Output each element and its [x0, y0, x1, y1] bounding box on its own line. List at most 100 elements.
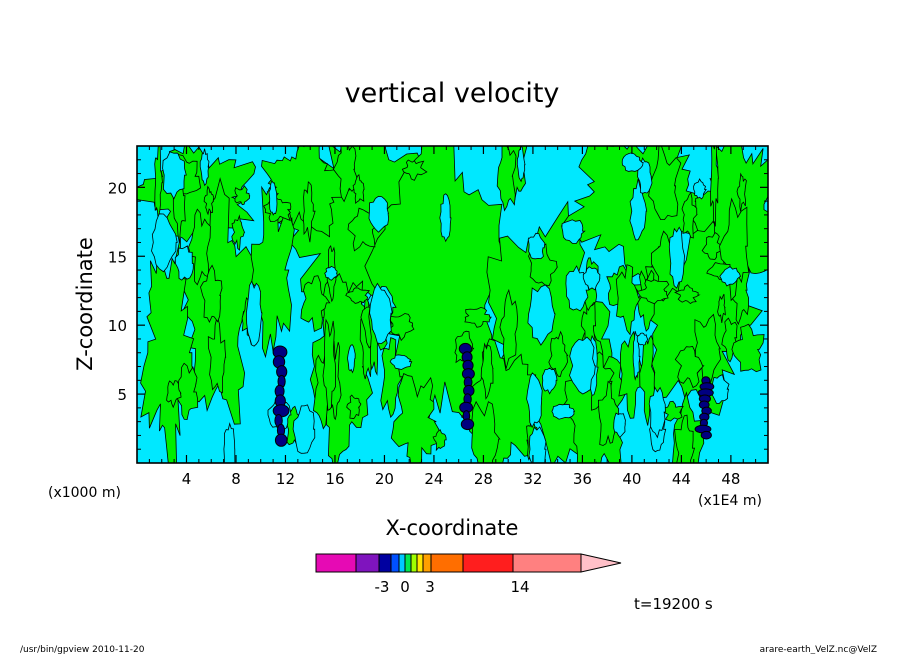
negative-patch — [268, 179, 278, 216]
negative-patch — [526, 372, 543, 429]
positive-streak — [674, 284, 701, 304]
negative-patch — [551, 403, 576, 420]
positive-streak — [674, 414, 696, 463]
colorbar-segment — [378, 553, 392, 573]
positive-streak — [464, 306, 492, 328]
positive-streak — [499, 288, 518, 369]
x-tick-label: 4 — [182, 470, 192, 488]
negative-patch — [569, 336, 596, 395]
positive-streak — [480, 342, 494, 400]
x-axis-ticks: 4 8 12 16 20 24 28 32 36 40 44 48 — [148, 146, 757, 488]
positive-streak — [710, 146, 719, 227]
positive-streak — [471, 400, 501, 463]
negative-patch — [439, 193, 452, 243]
negative-patch — [621, 152, 644, 172]
positive-streak — [345, 287, 370, 304]
positive-streak — [432, 429, 447, 452]
colorbar-segment — [430, 553, 464, 573]
colorbar-segment — [416, 553, 424, 573]
positive-streak — [717, 293, 726, 323]
negative-patch — [389, 354, 413, 370]
updraft-core-segment — [272, 404, 290, 418]
updraft-core-segment — [460, 418, 475, 431]
y-tick-label: 15 — [108, 248, 127, 266]
x-tick-label: 16 — [325, 470, 344, 488]
footer-right: arare-earth_VelZ.nc@VelZ — [760, 645, 877, 654]
positive-streak — [662, 400, 684, 422]
negative-patch — [582, 266, 601, 291]
negative-patch — [347, 344, 356, 374]
positive-streak — [674, 346, 705, 389]
positive-streak — [207, 314, 227, 394]
x-axis-scale-label: (x1E4 m) — [698, 493, 762, 509]
positive-velocity-regions — [137, 146, 768, 463]
negative-patch — [368, 195, 390, 233]
updraft-core — [694, 376, 715, 440]
negative-patch — [199, 148, 210, 187]
colorbar-segment — [422, 553, 432, 573]
x-axis-title: X-coordinate — [386, 516, 519, 540]
positive-streak — [731, 323, 765, 373]
negative-patch — [245, 280, 263, 347]
footer-left: /usr/bin/gpview 2010-11-20 — [20, 645, 145, 654]
negative-patch — [561, 219, 586, 244]
y-axis-ticks: 5 10 15 20 — [108, 159, 768, 450]
positive-streak — [719, 197, 750, 302]
y-axis-title: Z-coordinate — [73, 237, 97, 371]
positive-streak — [166, 380, 182, 409]
negative-patch — [693, 178, 707, 200]
negative-patch — [527, 284, 556, 346]
colorbar-segment — [315, 553, 357, 573]
negative-patch — [527, 232, 546, 260]
negative-patch — [162, 151, 187, 200]
colorbar-segment — [398, 553, 406, 573]
updraft-core-segment — [274, 433, 288, 447]
updraft-cores — [272, 342, 715, 447]
x-axis-unit-label: (x1000 m) — [48, 485, 121, 501]
negative-patch — [151, 213, 178, 273]
positive-streak — [352, 174, 365, 205]
y-tick-label: 20 — [108, 179, 127, 197]
positive-streak — [496, 146, 517, 212]
colorbar-arrow — [580, 553, 622, 573]
contour-plot-area — [137, 146, 768, 463]
negative-velocity-patches — [151, 146, 742, 463]
x-tick-label: 36 — [573, 470, 592, 488]
x-tick-label: 32 — [523, 470, 542, 488]
positive-streak — [300, 275, 331, 332]
updraft-core-segment — [700, 430, 712, 440]
positive-streak — [380, 337, 404, 418]
y-tick-label: 10 — [108, 317, 127, 335]
negative-patch — [668, 226, 686, 289]
positive-streak — [346, 394, 362, 420]
positive-streak — [615, 264, 642, 336]
positive-streak — [231, 214, 246, 251]
negative-patch — [719, 265, 742, 287]
positive-streak — [322, 318, 337, 411]
x-tick-label: 28 — [474, 470, 493, 488]
positive-streak — [401, 159, 428, 181]
negative-patch — [636, 332, 649, 346]
x-tick-label: 44 — [672, 470, 691, 488]
x-tick-label: 8 — [231, 470, 241, 488]
positive-streak — [736, 172, 747, 212]
colorbar-segment — [512, 553, 582, 573]
positive-streak — [701, 232, 725, 260]
y-tick-label: 5 — [117, 386, 127, 404]
negative-patch — [541, 367, 558, 395]
updraft-core — [458, 342, 475, 431]
x-tick-label: 48 — [721, 470, 740, 488]
positive-streak — [200, 264, 223, 324]
negative-patch — [174, 245, 194, 281]
positive-streak — [636, 279, 670, 305]
colorbar-tick-label: 3 — [425, 578, 435, 596]
x-tick-label: 24 — [424, 470, 443, 488]
x-tick-label: 20 — [375, 470, 394, 488]
colorbar-segment — [355, 553, 380, 573]
colorbar-segment — [462, 553, 514, 573]
negative-patch — [223, 422, 236, 463]
colorbar-tick-labels: -3 0 3 14 — [375, 578, 530, 596]
positive-streak — [188, 208, 211, 286]
negative-patch — [292, 404, 316, 454]
